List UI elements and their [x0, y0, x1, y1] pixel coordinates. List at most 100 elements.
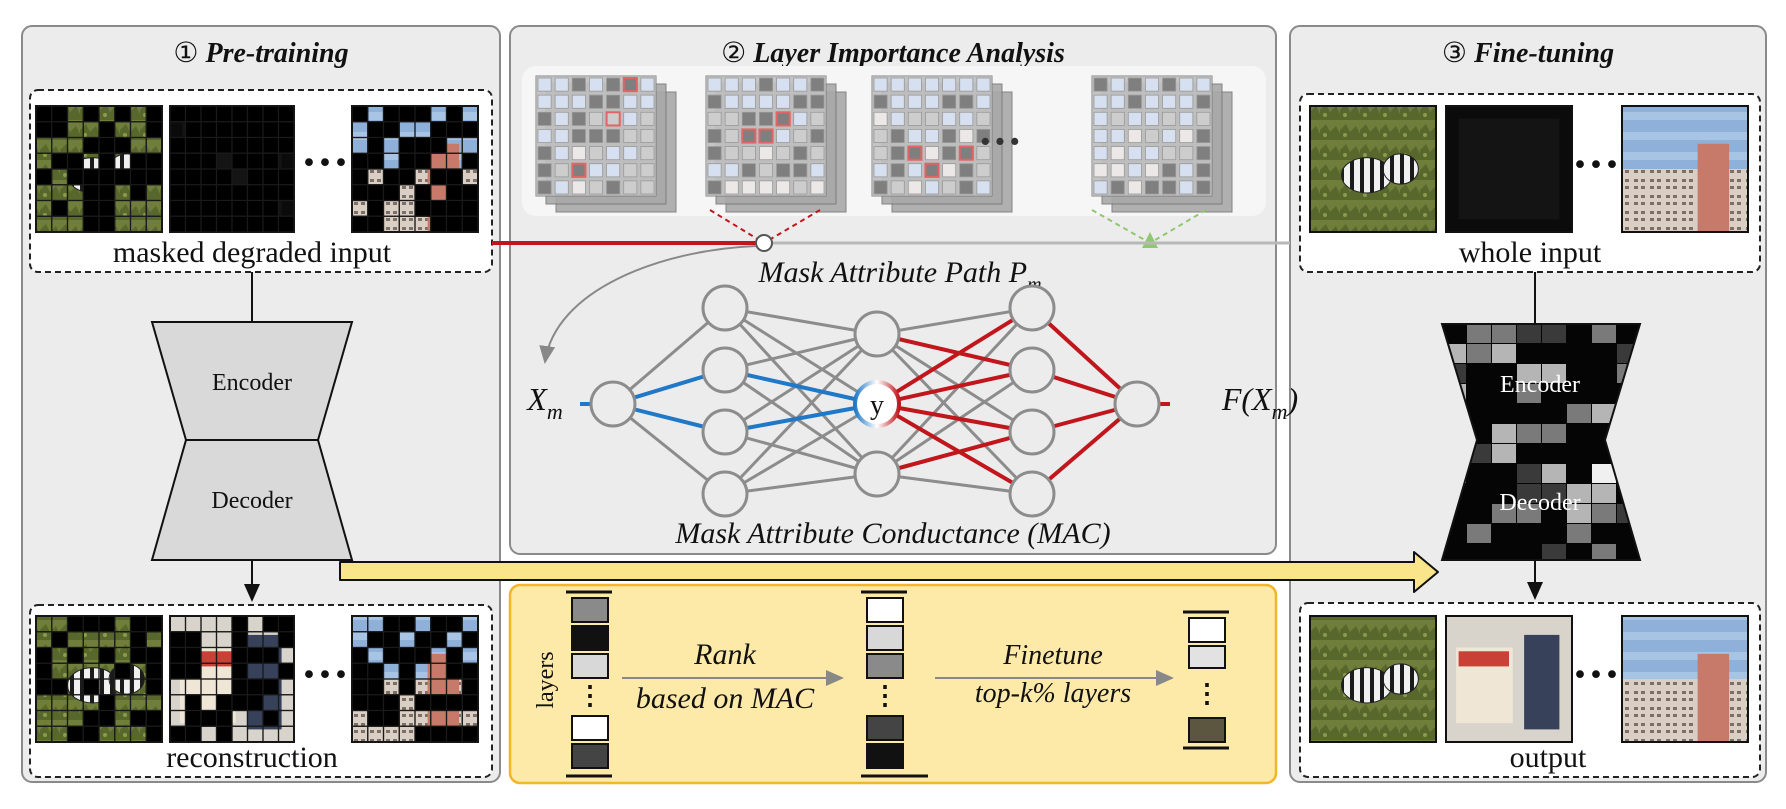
mask-cell [571, 129, 586, 143]
mask-cell [793, 163, 808, 178]
hourglass-cell [1517, 484, 1541, 503]
mask-cell [793, 129, 808, 143]
grid-cell [262, 646, 280, 664]
grid-cell [129, 631, 147, 649]
mask-cell [776, 94, 791, 109]
grid-cell [215, 199, 233, 217]
mask-cell [942, 111, 957, 126]
hourglass-cell [1517, 384, 1541, 403]
grid-cell [169, 646, 187, 664]
green-line-left [1091, 209, 1151, 244]
mask-cell [724, 94, 739, 109]
hourglass-cell [1517, 464, 1541, 483]
grid-cell [367, 215, 385, 233]
mask-cell [873, 163, 888, 178]
mask-cell [793, 180, 808, 195]
grid-cell [215, 709, 233, 727]
grid-cell [231, 199, 249, 217]
grid-cell [382, 646, 400, 664]
mask-cell [1162, 111, 1177, 126]
mask-cell [1145, 163, 1159, 178]
mask-cell [1110, 180, 1125, 195]
mask-cell [925, 146, 939, 161]
grid-cell [169, 152, 187, 170]
hourglass-cell [1592, 504, 1616, 523]
recon-image-indoor [169, 615, 295, 743]
hourglass-cell [1567, 484, 1591, 503]
pretrain-input-ellipsis: ··· [301, 136, 349, 189]
output-image-zebra [1309, 615, 1437, 743]
layers-label: layers [533, 651, 559, 708]
grid-cell [129, 184, 147, 202]
grid-cell [414, 105, 432, 123]
grid-cell [262, 199, 280, 217]
grid-cell [200, 199, 218, 217]
grid-cell [445, 215, 463, 233]
finetune-encoder-label: Encoder [1500, 372, 1580, 398]
mask-cell [890, 180, 905, 195]
network-edge [724, 368, 878, 476]
mask-cell [1145, 180, 1159, 195]
grid-cell [129, 646, 147, 664]
network-edge [875, 306, 1034, 406]
transfer-arrow [339, 551, 1439, 593]
hourglass-cell [1517, 324, 1541, 343]
network-edge [876, 472, 1033, 496]
network-edge [724, 472, 878, 496]
mask-cell [942, 129, 957, 143]
grid-cell [351, 646, 369, 664]
mask-cell [606, 94, 621, 109]
grid-cell [51, 152, 69, 170]
grid-cell [82, 709, 100, 727]
network-edge [724, 332, 878, 434]
mask-cell [589, 129, 603, 143]
mask-cell [1196, 111, 1211, 126]
mask-cell [810, 129, 825, 143]
layer-block [571, 625, 609, 651]
mask-cell [537, 163, 552, 178]
grid-cell [145, 105, 163, 123]
grid-cell [51, 678, 69, 696]
grid-cell [145, 662, 163, 680]
mask-highlight [907, 145, 923, 161]
mask-cell [571, 180, 586, 195]
grid-cell [82, 199, 100, 217]
grid-cell [184, 646, 202, 664]
grid-cell [98, 646, 116, 664]
network-edge [876, 402, 1033, 434]
grid-cell [66, 725, 84, 743]
network-node [589, 380, 637, 428]
finetune-decoder-label: Decoder [1499, 490, 1580, 516]
output-fxm-label: F(Xm) [1221, 381, 1298, 424]
network-node [1008, 346, 1056, 394]
grid-cell [200, 136, 218, 154]
grid-cell [398, 168, 416, 186]
grid-cell [35, 646, 53, 664]
mask-cell [707, 77, 722, 92]
mac-label: Mask Attribute Conductance (MAC) [674, 517, 1110, 550]
grid-cell [277, 121, 295, 139]
mask-cell [1127, 94, 1142, 109]
network-node [853, 450, 901, 498]
grid-cell [145, 168, 163, 186]
grid-cell [184, 662, 202, 680]
mask-cell [537, 129, 552, 143]
grid-cell [98, 121, 116, 139]
mask-highlight [741, 128, 757, 144]
grid-cell [200, 121, 218, 139]
mask-cell [776, 180, 791, 195]
mask-highlight [958, 145, 974, 161]
grid-cell [184, 121, 202, 139]
grid-cell [200, 215, 218, 233]
grid-cell [367, 678, 385, 696]
grid-cell [246, 199, 264, 217]
mask-cell [759, 146, 773, 161]
mask-cell [759, 111, 773, 126]
mask-cell [959, 163, 974, 178]
mask-cell [1127, 146, 1142, 161]
mask-cell [793, 94, 808, 109]
mask-cell [776, 163, 791, 178]
mask-cell [976, 111, 991, 126]
hourglass-cell [1542, 484, 1566, 503]
mask-cell [810, 77, 825, 92]
